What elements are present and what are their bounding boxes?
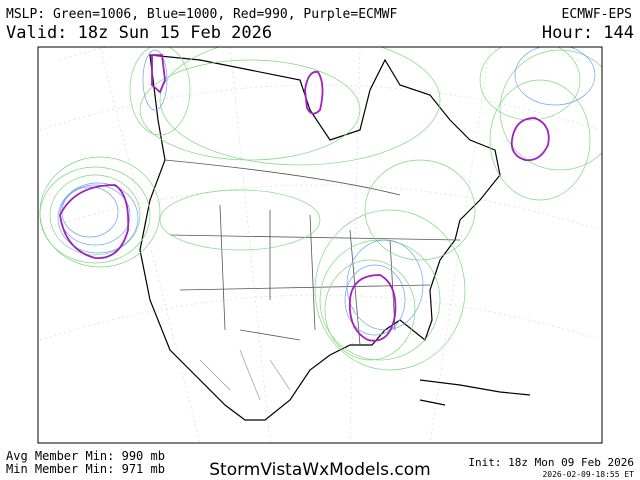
site-name: StormVistaWxModels.com bbox=[209, 460, 431, 480]
borders bbox=[164, 159, 461, 346]
ecmwf-contours bbox=[59, 54, 550, 342]
min-member-min: Min Member Min: 971 mb bbox=[6, 462, 165, 476]
coastline bbox=[139, 54, 531, 421]
init-time: Init: 18z Mon 09 Feb 2026 bbox=[468, 456, 634, 469]
timestamp: 2026-02-09-18:55 ET bbox=[542, 470, 634, 479]
valid-time: Valid: 18z Sun 15 Feb 2026 bbox=[6, 23, 272, 43]
mexico-states bbox=[199, 349, 291, 401]
blue-contours bbox=[57, 47, 596, 336]
map bbox=[37, 46, 603, 444]
legend-text: MSLP: Green=1006, Blue=1000, Red=990, Pu… bbox=[6, 7, 398, 22]
graticule bbox=[39, 47, 601, 443]
map-frame bbox=[37, 46, 603, 444]
forecast-hour: Hour: 144 bbox=[542, 23, 634, 43]
avg-member-min: Avg Member Min: 990 mb bbox=[6, 449, 165, 463]
model-name: ECMWF-EPS bbox=[562, 7, 632, 22]
